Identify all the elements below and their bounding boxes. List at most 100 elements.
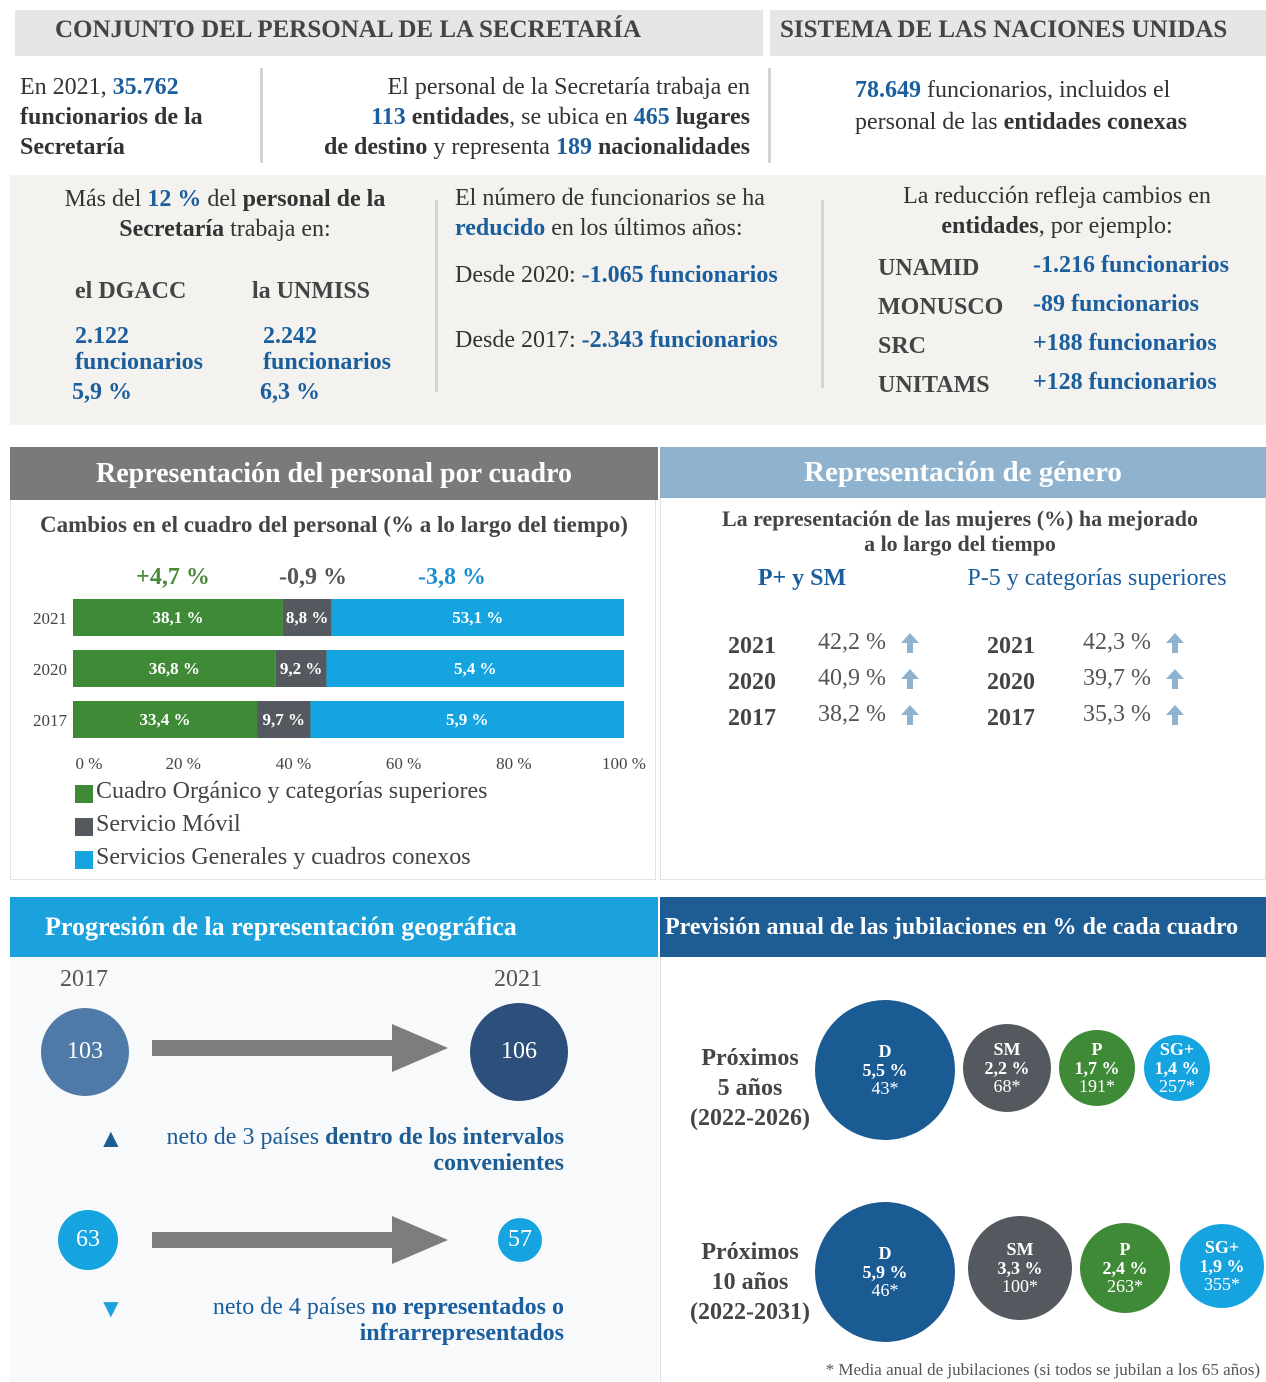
reduction-text: El número de funcionarios se ha reducido… (455, 183, 765, 243)
count: 46* (871, 1280, 899, 1301)
bar-segment (310, 701, 624, 738)
category: D (878, 1040, 892, 1061)
section-title: Representación de género (660, 447, 1266, 498)
percent: 1,4 % (1154, 1057, 1200, 1078)
category: P (1091, 1038, 1103, 1059)
header-box (770, 10, 1266, 56)
section-title: Representación del personal por cuadro (10, 447, 658, 500)
year: 2020 (728, 669, 776, 695)
unit-staff: 2.122 (75, 323, 129, 349)
category: P (1119, 1238, 1131, 1259)
year: 2021 (987, 633, 1035, 659)
text: y representa (433, 134, 550, 160)
text: infrarrepresentados (359, 1320, 564, 1346)
text: El personal de la Secretaría trabaja en (387, 74, 750, 100)
footnote: * Media anual de jubilaciones (si todos … (825, 1360, 1260, 1379)
number: 12 % (147, 186, 202, 212)
group-name: P-5 y categorías superiores (967, 565, 1227, 591)
arrow (152, 1024, 448, 1079)
arrow-shape (152, 1216, 448, 1264)
text: reducido (455, 215, 546, 241)
entity-name: UNITAMS (878, 372, 990, 398)
number: 113 (371, 104, 406, 130)
count: 43* (871, 1078, 899, 1099)
text: no representados o (371, 1294, 564, 1320)
text: , se ubica en (509, 104, 628, 130)
divider (260, 68, 263, 163)
percent: 5,9 % (862, 1261, 908, 1282)
retirement-bubble: SM 2,2 % 68* (963, 1024, 1051, 1112)
text: funcionarios de la (20, 104, 203, 130)
entity-name: SRC (878, 333, 927, 359)
unit-name: la UNMISS (252, 278, 371, 304)
bar-label: 8,8 % (286, 608, 329, 627)
legend-swatch (75, 818, 93, 836)
text: personal de la (242, 186, 386, 212)
panel (660, 897, 1266, 1382)
panel (10, 897, 658, 1382)
retirement-bubble: SG+ 1,9 % 355* (1180, 1224, 1264, 1308)
bar-label: 53,1 % (452, 608, 503, 627)
entity-name: UNAMID (878, 255, 980, 281)
gender-subtitle: La representación de las mujeres (%) ha … (660, 506, 1260, 556)
reduction-value: -2.343 funcionarios (581, 327, 778, 353)
year: 2017 (987, 705, 1035, 731)
y-tick-label: 2020 (33, 660, 67, 679)
count: 100* (1002, 1276, 1038, 1297)
bar-label: 9,7 % (263, 710, 306, 729)
bar-segment (73, 701, 258, 738)
up-arrow (1166, 633, 1184, 653)
number: 465 (633, 104, 670, 130)
text: convenientes (433, 1150, 564, 1176)
x-tick-label: 0 % (76, 754, 103, 773)
text: entidades (941, 213, 1039, 239)
chart: +4,7 % -0,9 % -3,8 % 2021 38,1 % 8,8 % 53,1 % 2… (33, 564, 646, 773)
retirement-bubble: SG+ 1,4 % 257* (1144, 1035, 1210, 1101)
change-label: -3,8 % (418, 564, 486, 590)
share-text: Más del 12 % del personal de la Secretar… (20, 184, 430, 244)
count: 191* (1079, 1076, 1115, 1097)
percent: 39,7 % (1083, 665, 1151, 691)
reduction-item: Desde 2020: -1.065 funcionarios (455, 262, 778, 289)
retirement-bubble: P 2,4 % 263* (1080, 1223, 1170, 1313)
retirement-bubble: SM 3,3 % 100* (968, 1216, 1072, 1320)
text: (2022-2026) (690, 1105, 810, 1131)
text: del (207, 186, 237, 212)
text: Más del (64, 186, 142, 212)
unit-share: 6,3 % (260, 379, 320, 405)
arrow-icon (900, 632, 920, 661)
text: funcionarios, incluidos el (927, 77, 1171, 103)
retirement-bubble: D 5,5 % 43* (815, 1000, 955, 1140)
text: El número de funcionarios se ha (455, 185, 765, 211)
arrow-icon (900, 668, 920, 697)
bar-segment (257, 701, 311, 738)
summary-entities: El personal de la Secretaría trabaja en … (324, 72, 750, 162)
up-arrow (1166, 705, 1184, 725)
y-tick-label: 2021 (33, 609, 67, 628)
percent: 40,9 % (818, 665, 886, 691)
entity-change: -1.216 funcionarios (1033, 252, 1230, 278)
text: de destino (323, 134, 428, 160)
divider (435, 200, 438, 392)
x-tick-label: 40 % (276, 754, 311, 773)
text: Próximos (701, 1045, 799, 1071)
text: personal de las (855, 109, 998, 135)
text: neto de 3 países (166, 1124, 320, 1150)
text: La reducción refleja cambios en (903, 183, 1211, 209)
text: neto de 4 países (212, 1294, 366, 1320)
text: Próximos (701, 1239, 799, 1265)
up-arrow (901, 705, 919, 725)
bar-segment (275, 650, 327, 687)
percent: 42,3 % (1083, 629, 1151, 655)
text: Secretaría (20, 134, 125, 160)
category: SM (993, 1038, 1021, 1059)
group-name: P+ y SM (757, 565, 847, 591)
country-circle: 103 (41, 1008, 129, 1096)
bar-label: 33,4 % (140, 710, 191, 729)
percent: 42,2 % (818, 629, 886, 655)
arrow-icon (1165, 668, 1185, 697)
retirement-bubble: P 1,7 % 191* (1059, 1030, 1135, 1106)
geo-note: neto de 4 países no representados o infra… (213, 1294, 564, 1346)
header-box (15, 10, 763, 56)
